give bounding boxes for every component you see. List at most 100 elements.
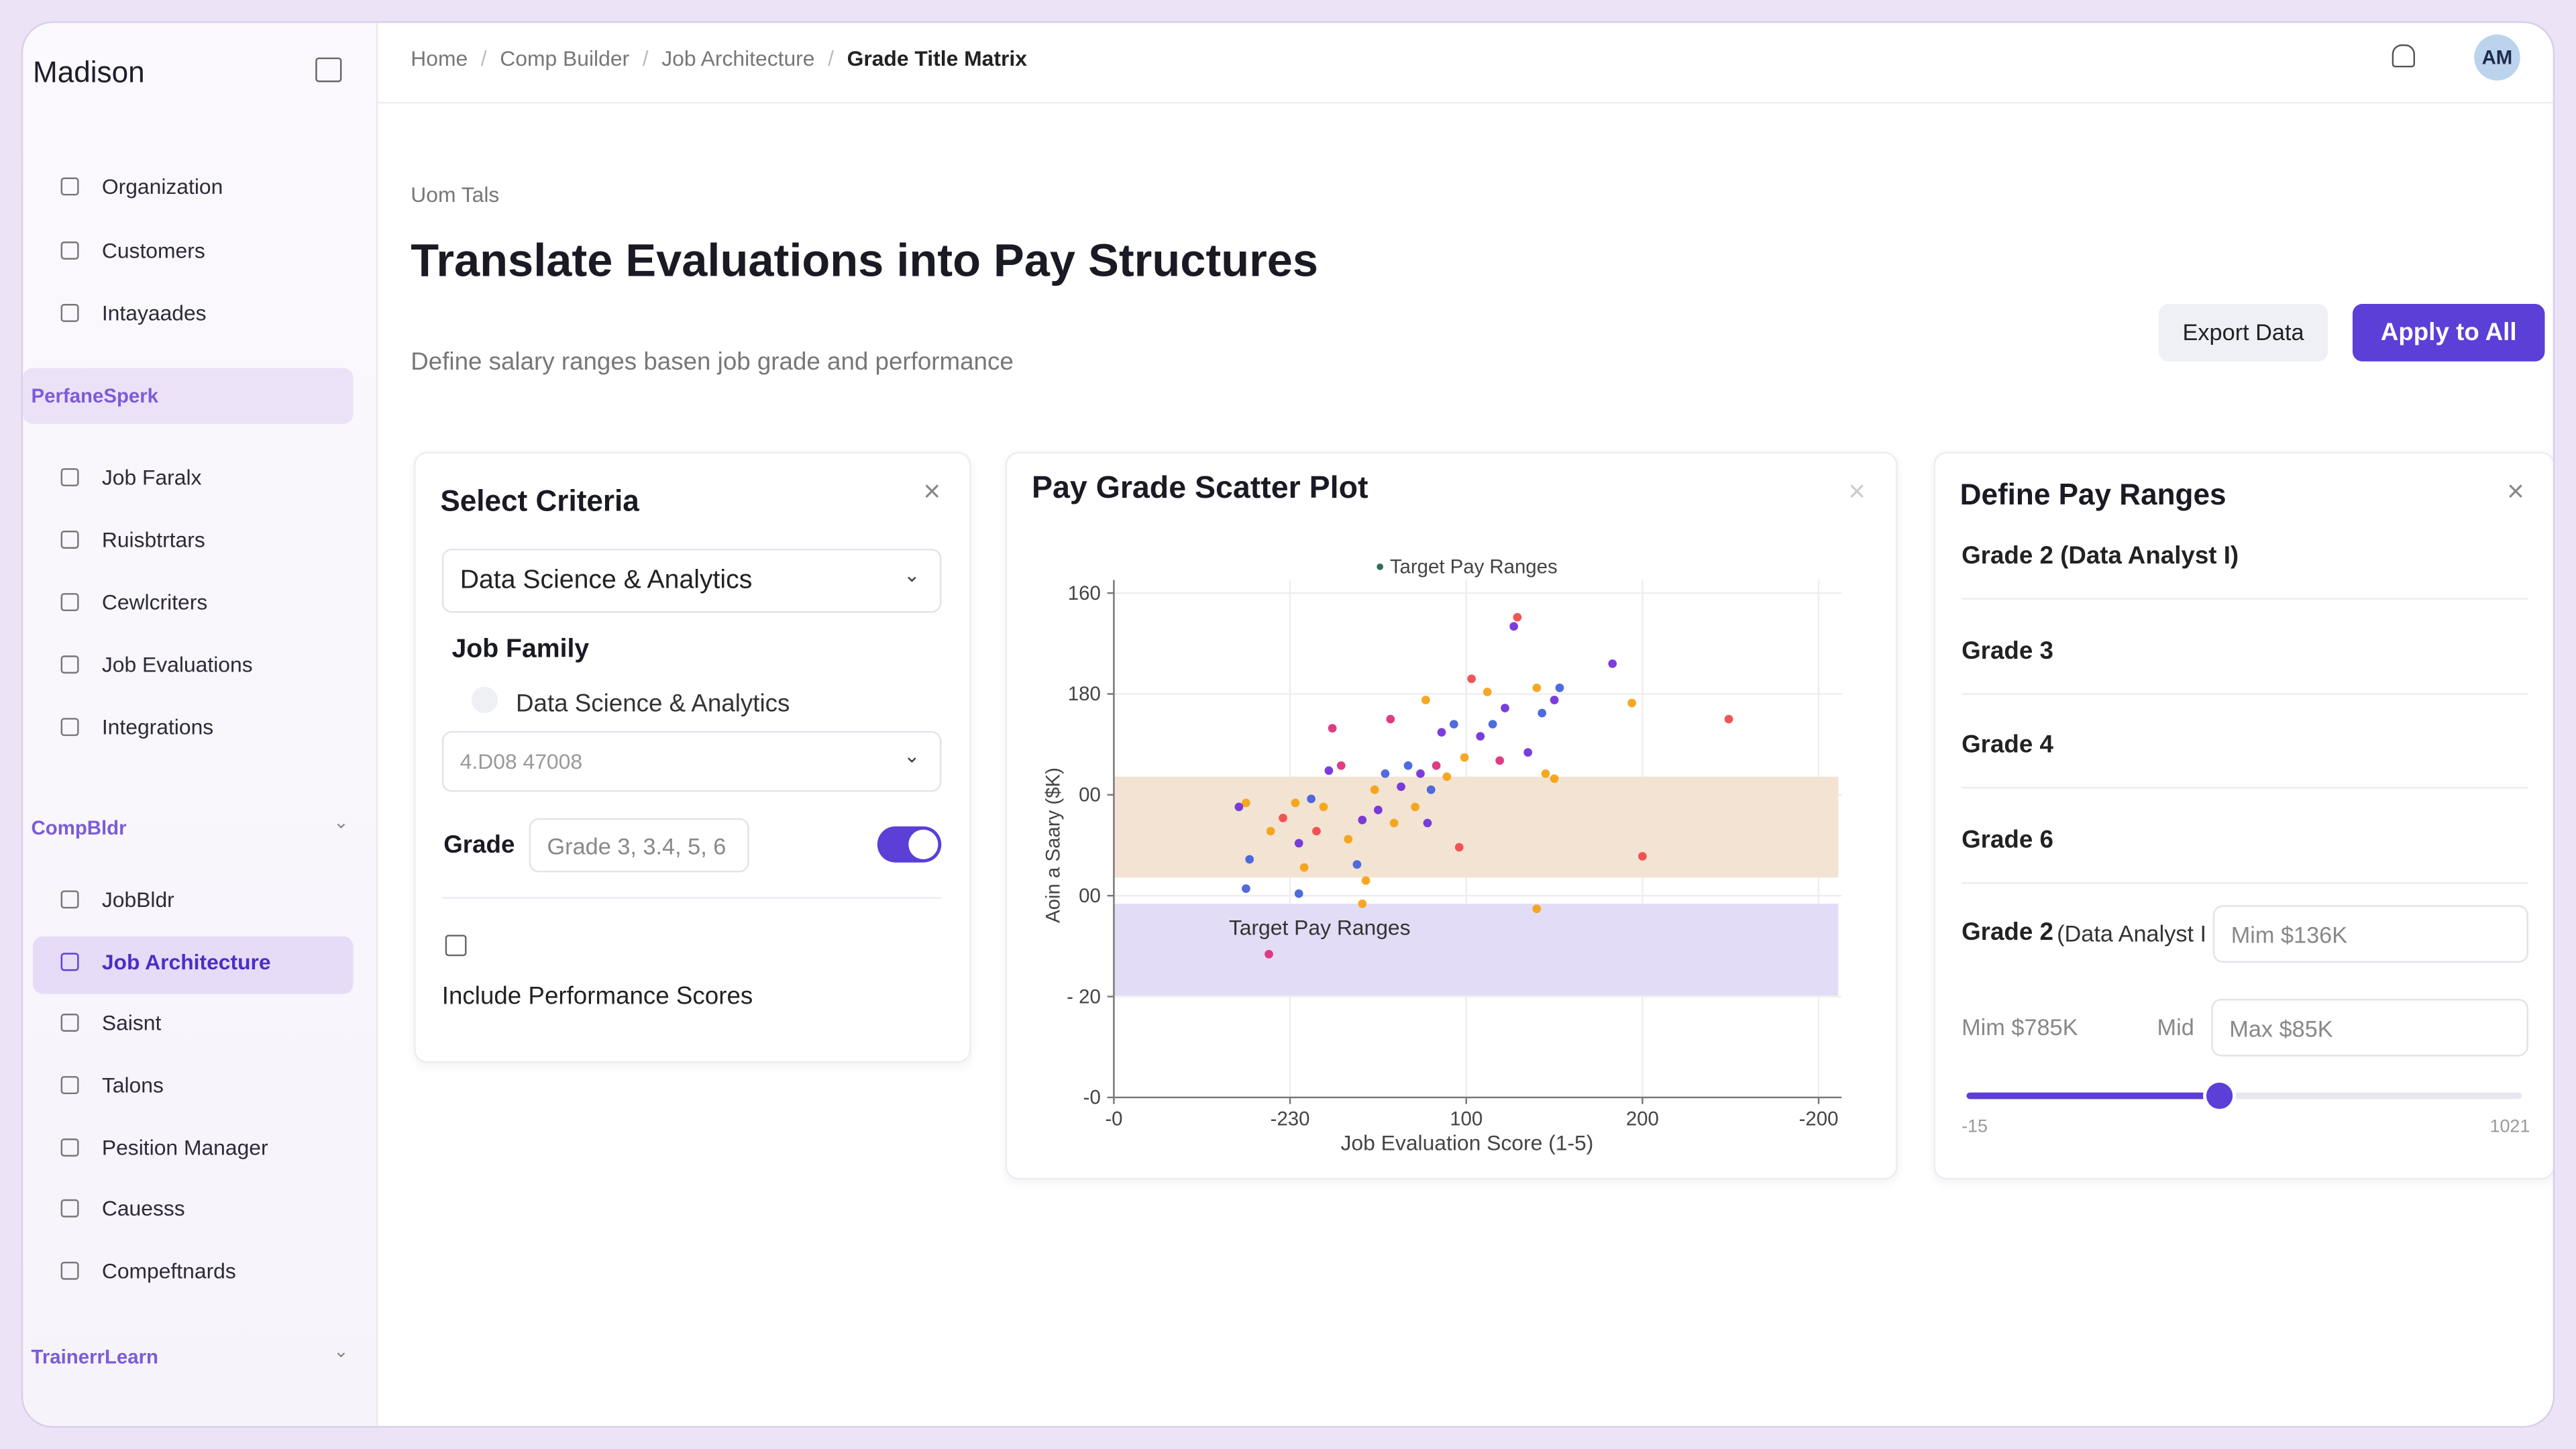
slider-track[interactable] <box>1966 1082 2522 1110</box>
nav-icon <box>60 304 79 323</box>
section-label: CompBldr <box>31 816 127 840</box>
nav-item[interactable]: Talons <box>101 1073 164 1097</box>
nav-icon <box>60 468 79 486</box>
nav-item[interactable]: Pesition Manager <box>101 1135 268 1160</box>
point <box>1374 806 1383 814</box>
x-axis-label: Job Evaluation Score (1-5) <box>1341 1130 1594 1155</box>
nav-icon <box>60 655 79 674</box>
grade-input[interactable]: Grade 3, 3.4, 5, 6 <box>529 818 749 873</box>
close-icon[interactable]: × <box>1848 474 1866 508</box>
chevron: ⌄ <box>903 564 920 587</box>
slider-thumb[interactable] <box>2206 1082 2233 1110</box>
point <box>1476 732 1485 741</box>
crumb[interactable]: Home <box>411 46 468 71</box>
grade-divider <box>1962 692 2528 694</box>
nav-icon <box>60 1138 79 1157</box>
min-input[interactable]: Mim $136K <box>2212 905 2528 963</box>
nav-item[interactable]: JobBldr <box>101 887 174 912</box>
family-item: Data Science & Analytics <box>515 690 790 718</box>
mid-label: Mid <box>2157 1014 2194 1040</box>
family-select[interactable]: Data Science & Analytics ⌄ <box>441 548 942 613</box>
section-label: PerfaneSperk <box>31 384 159 408</box>
family-icon <box>471 686 498 713</box>
grade-divider <box>1962 881 2528 883</box>
select-value: 4.D08 47008 <box>460 749 583 774</box>
section-chevron[interactable]: ⌄ <box>333 813 349 833</box>
crumb[interactable]: Job Architecture <box>661 46 815 71</box>
toggle[interactable] <box>877 826 942 863</box>
nav-item[interactable]: Job Architecture <box>101 949 271 975</box>
y-tick-label: 160 <box>1068 582 1101 604</box>
input-value: Mim $136K <box>2231 921 2348 949</box>
y-axis-label: Aoin a Saary ($K) <box>1042 767 1065 923</box>
row-role: (Data Analyst I <box>2057 920 2207 947</box>
crumb[interactable]: Comp Builder <box>500 46 630 71</box>
nav-icon <box>60 1076 79 1095</box>
nav-item[interactable]: Compeftnards <box>101 1258 236 1283</box>
point <box>1550 774 1559 784</box>
point <box>1245 855 1254 864</box>
y-tick-label: -0 <box>1083 1087 1101 1109</box>
close-icon[interactable]: × <box>923 474 941 508</box>
avatar[interactable]: AM <box>2474 34 2520 81</box>
section-label: TrainerrLearn <box>31 1345 159 1369</box>
close-icon[interactable]: × <box>2507 474 2524 508</box>
point <box>1509 622 1518 631</box>
point <box>1555 684 1564 692</box>
nav-item[interactable]: Customers <box>101 238 205 263</box>
nav-item[interactable]: Cauesss <box>101 1195 185 1221</box>
apply-button[interactable]: Apply to All <box>2352 304 2545 362</box>
pay-band <box>1114 776 1839 878</box>
collapse-icon[interactable] <box>315 57 342 83</box>
grade-label: Grade <box>443 831 515 859</box>
band-label: Target Pay Ranges <box>1229 916 1411 940</box>
bell-icon[interactable] <box>2392 44 2416 68</box>
point <box>1336 761 1346 770</box>
nav-item[interactable]: Integrations <box>101 714 214 740</box>
nav-icon <box>60 890 79 909</box>
point <box>1381 769 1390 778</box>
ranges-card: Define Pay Ranges × Grade 2 (Data Analys… <box>1933 451 2553 1180</box>
section-chevron[interactable]: ⌄ <box>333 1342 349 1362</box>
code-select[interactable]: 4.D08 47008 ⌄ <box>441 731 942 792</box>
crumb[interactable]: Grade Title Matrix <box>847 46 1027 71</box>
nav-item[interactable]: Job Faralx <box>101 465 202 490</box>
grade-row: Grade 3 <box>1962 636 2053 665</box>
nav-item[interactable]: Job Evaluations <box>101 652 253 677</box>
nav-item[interactable]: Cewlcriters <box>101 590 208 614</box>
slider-fill <box>1966 1092 2220 1099</box>
point <box>1411 802 1419 812</box>
nav-icon <box>60 241 79 260</box>
nav-icon <box>60 1261 79 1280</box>
select-value: Data Science & Analytics <box>460 566 753 595</box>
max-input[interactable]: Max $85K <box>2211 998 2528 1057</box>
sidebar: Madison Organization Customers Intayaades P… <box>23 23 378 1426</box>
nav-item[interactable]: Saisnt <box>101 1010 162 1035</box>
point <box>1352 860 1362 869</box>
slider-max: 1021 <box>2489 1117 2530 1137</box>
chevron: ⌄ <box>903 744 920 767</box>
point <box>1358 816 1367 824</box>
row-grade: Grade 2 <box>1962 918 2053 947</box>
nav-item[interactable]: Intayaades <box>101 301 207 325</box>
export-button[interactable]: Export Data <box>2158 304 2328 362</box>
point <box>1358 899 1367 908</box>
x-tick-label: -230 <box>1271 1108 1310 1130</box>
nav-icon <box>60 593 79 612</box>
point <box>1319 802 1328 812</box>
input-value: Max $85K <box>2229 1015 2333 1042</box>
separator: / <box>828 46 834 71</box>
nav-item[interactable]: Ruisbtrtars <box>101 527 205 552</box>
point <box>1432 761 1441 770</box>
nav-item[interactable]: Organization <box>101 174 223 199</box>
app-window: Madison Organization Customers Intayaades P… <box>23 23 2553 1426</box>
input-value: Grade 3, 3.4, 5, 6 <box>547 833 727 859</box>
nav-icon <box>60 718 79 737</box>
point <box>1426 785 1436 794</box>
point <box>1532 684 1542 692</box>
point <box>1541 769 1550 778</box>
point <box>1454 843 1464 852</box>
point <box>1386 714 1395 724</box>
